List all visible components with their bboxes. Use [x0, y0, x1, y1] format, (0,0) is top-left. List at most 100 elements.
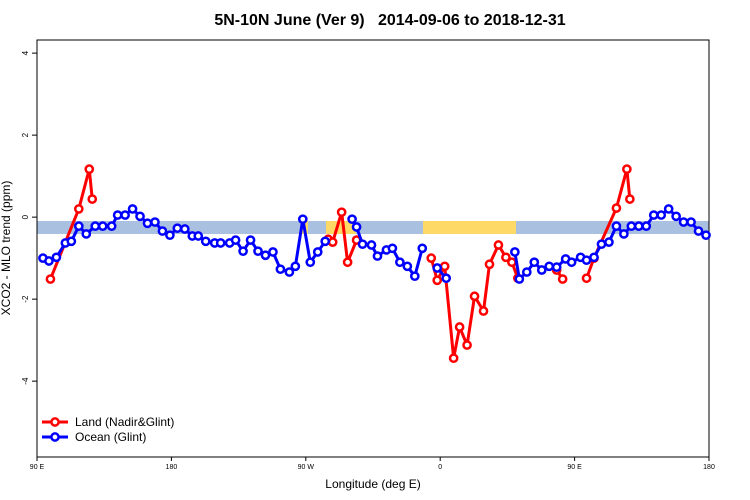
legend-marker: [50, 432, 60, 442]
data-point: [395, 257, 405, 268]
data-point: [426, 253, 437, 263]
data-point: [566, 257, 577, 268]
data-point: [581, 273, 592, 284]
data-point: [441, 273, 452, 284]
data-point: [305, 257, 316, 268]
data-point: [351, 222, 362, 232]
data-point: [671, 211, 681, 222]
data-point: [619, 229, 629, 239]
data-point: [275, 264, 286, 275]
data-point: [678, 217, 689, 227]
y-tick-label: 4: [21, 50, 30, 55]
data-point: [253, 246, 263, 257]
data-point: [663, 204, 674, 214]
data-point: [557, 274, 568, 284]
data-point: [230, 235, 241, 245]
ocean-band: [37, 221, 709, 234]
data-point: [193, 231, 204, 241]
data-point: [336, 207, 347, 218]
data-point: [521, 267, 532, 277]
data-point: [529, 257, 540, 268]
land-band: [326, 221, 356, 234]
data-point: [165, 230, 175, 241]
plot-frame: [36, 39, 710, 458]
data-point: [157, 226, 168, 236]
data-point: [73, 221, 84, 232]
y-tick-label: -2: [21, 295, 30, 303]
data-point: [604, 237, 614, 247]
data-point: [693, 226, 704, 236]
data-point: [493, 240, 504, 250]
data-point: [150, 217, 160, 227]
data-point: [633, 221, 644, 232]
y-tick-label: 2: [21, 132, 30, 137]
data-point: [501, 252, 511, 263]
data-point: [81, 229, 92, 239]
data-point: [648, 210, 659, 220]
data-point: [260, 250, 271, 261]
data-point: [701, 230, 711, 241]
data-point: [268, 247, 278, 257]
data-point: [290, 261, 301, 272]
y-axis-label: XCO2 - MLO trend (ppm): [0, 181, 13, 316]
data-point: [179, 224, 190, 234]
legend-label: Land (Nadir&Glint): [75, 415, 174, 429]
data-point: [135, 211, 145, 222]
data-point: [312, 247, 323, 257]
y-tick-label: 0: [21, 214, 30, 219]
data-point: [51, 252, 62, 263]
data-point: [641, 221, 652, 232]
data-point: [245, 235, 256, 245]
data-point: [320, 236, 331, 247]
data-point: [347, 214, 357, 225]
data-point: [215, 238, 226, 248]
data-point: [589, 252, 599, 263]
legend-marker: [50, 417, 60, 427]
land-band: [423, 221, 516, 234]
legend-label: Ocean (Glint): [75, 430, 146, 444]
data-point: [142, 218, 153, 229]
data-point: [284, 267, 295, 277]
data-point: [90, 221, 101, 232]
data-point: [611, 203, 622, 213]
data-point: [454, 322, 465, 332]
data-point: [409, 271, 420, 282]
data-point: [120, 210, 130, 220]
data-point: [97, 221, 108, 232]
data-point: [87, 194, 98, 204]
x-tick-label: 90 W: [298, 464, 315, 471]
x-tick-label: 90 E: [567, 464, 582, 471]
data-point: [596, 239, 607, 250]
x-tick-label: 180: [703, 464, 715, 471]
data-point: [469, 291, 480, 302]
data-point: [551, 262, 562, 273]
x-axis-label: Longitude (deg E): [325, 477, 420, 491]
data-point: [297, 214, 308, 225]
data-point: [611, 221, 622, 232]
series-line: [49, 167, 632, 360]
data-point: [127, 204, 138, 214]
data-point: [544, 261, 555, 272]
data-point: [439, 261, 450, 272]
data-point: [514, 274, 525, 284]
data-point: [626, 221, 637, 232]
data-point: [342, 257, 353, 268]
data-point: [402, 261, 413, 272]
y-tick-label: -4: [21, 377, 30, 385]
data-point: [84, 164, 95, 175]
data-point: [73, 204, 84, 214]
data-point: [510, 247, 520, 257]
data-point: [536, 265, 547, 275]
x-tick-label: 90 E: [30, 464, 45, 471]
data-point: [462, 340, 472, 350]
data-point: [366, 240, 377, 250]
data-point: [686, 217, 696, 227]
data-point: [327, 237, 338, 247]
data-point: [581, 255, 592, 266]
data-point: [357, 239, 368, 250]
data-point: [448, 353, 459, 364]
data-point: [387, 243, 398, 254]
data-point: [656, 210, 667, 220]
data-point: [372, 251, 383, 261]
